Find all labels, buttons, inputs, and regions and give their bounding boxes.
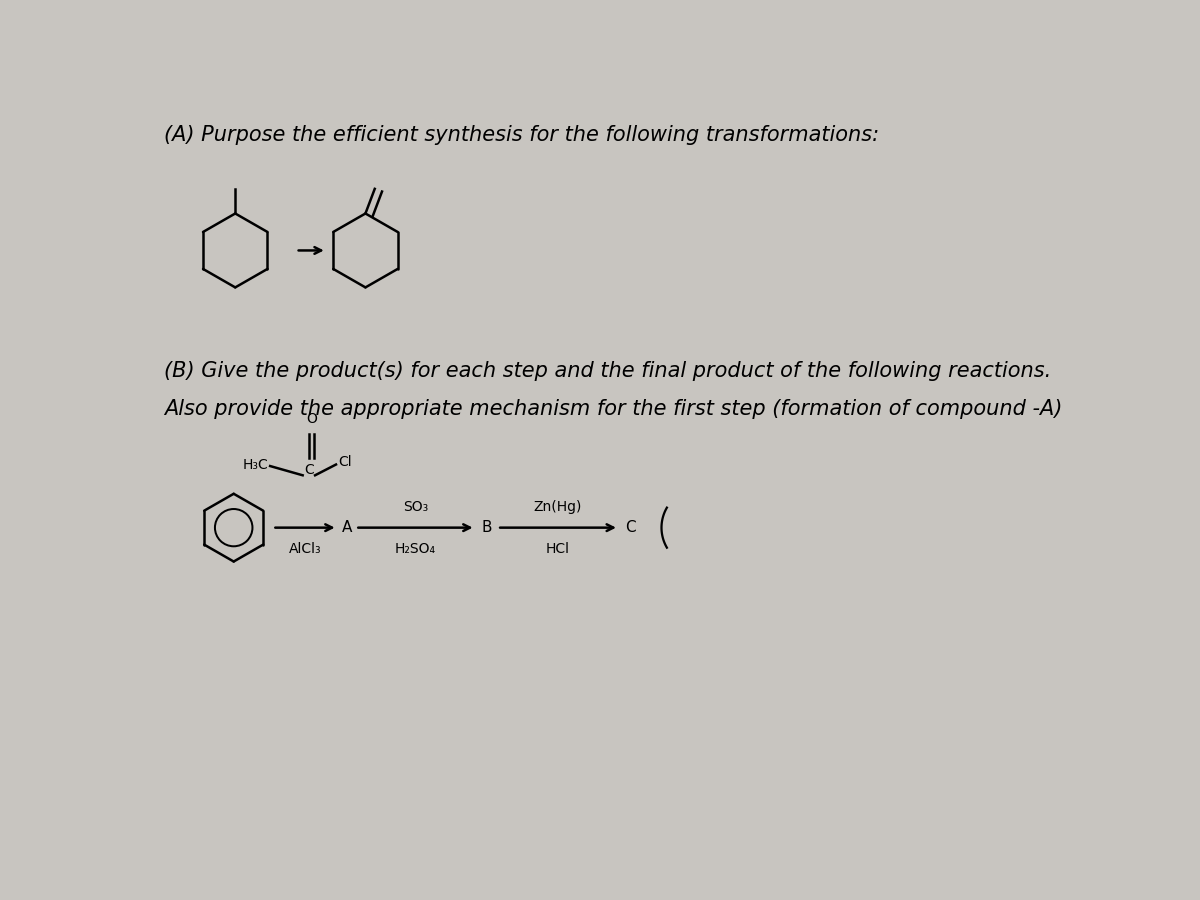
Text: (B) Give the product(s) for each step and the final product of the following rea: (B) Give the product(s) for each step an… bbox=[164, 361, 1051, 381]
Text: H₃C: H₃C bbox=[242, 457, 269, 472]
Text: C: C bbox=[625, 520, 636, 536]
Text: HCl: HCl bbox=[546, 542, 570, 555]
Text: A: A bbox=[342, 520, 352, 536]
Text: Also provide the appropriate mechanism for the first step (formation of compound: Also provide the appropriate mechanism f… bbox=[164, 399, 1062, 419]
Text: Cl: Cl bbox=[338, 455, 352, 469]
Text: (A) Purpose the efficient synthesis for the following transformations:: (A) Purpose the efficient synthesis for … bbox=[164, 125, 880, 145]
Text: AlCl₃: AlCl₃ bbox=[289, 542, 322, 555]
Text: O: O bbox=[306, 412, 317, 426]
Text: C: C bbox=[304, 463, 313, 477]
Text: B: B bbox=[481, 520, 492, 536]
Text: Zn(Hg): Zn(Hg) bbox=[534, 500, 582, 514]
Text: H₂SO₄: H₂SO₄ bbox=[395, 542, 436, 555]
Text: SO₃: SO₃ bbox=[403, 500, 428, 514]
